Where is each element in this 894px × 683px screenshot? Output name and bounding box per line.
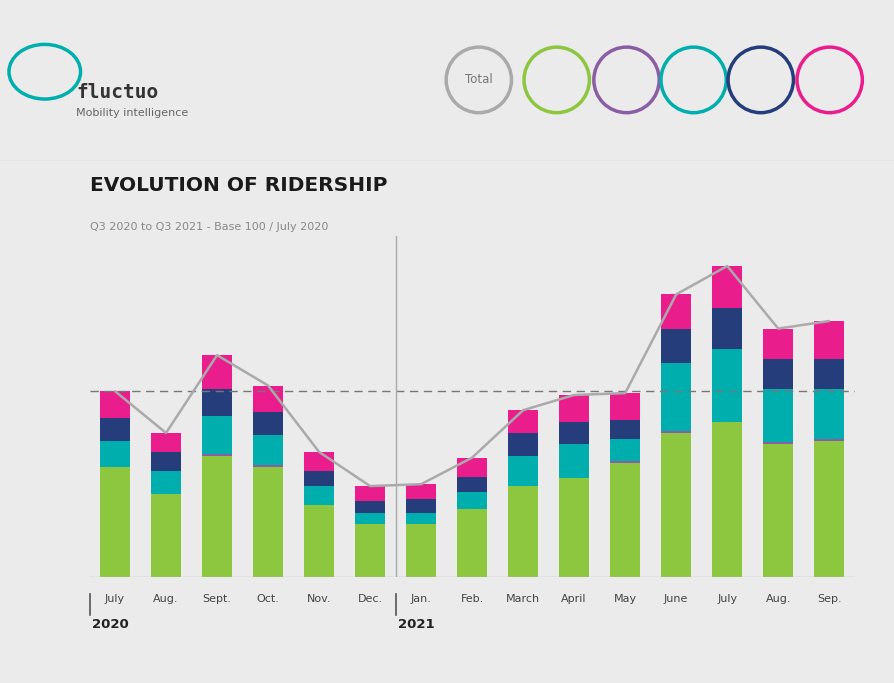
Bar (712, 421, 741, 577)
Text: Nov.: Nov. (307, 594, 331, 604)
Text: Total: Total (464, 73, 493, 87)
Bar (151, 471, 181, 494)
Text: Sept.: Sept. (202, 594, 232, 604)
Text: EVOLUTION OF RIDERSHIP: EVOLUTION OF RIDERSHIP (89, 176, 386, 195)
Text: July: July (105, 594, 125, 604)
Bar (457, 477, 486, 492)
Text: fluctuo: fluctuo (76, 83, 158, 102)
Bar (763, 359, 792, 389)
Bar (202, 389, 232, 416)
Bar (355, 524, 384, 577)
Bar (253, 467, 283, 577)
Bar (763, 329, 792, 359)
Bar (661, 329, 690, 363)
Text: July: July (716, 594, 737, 604)
Bar (508, 433, 537, 456)
Bar (610, 438, 639, 462)
Bar (304, 486, 333, 505)
Bar (814, 441, 843, 577)
Bar (814, 438, 843, 441)
Bar (508, 456, 537, 486)
Text: Mobility intelligence: Mobility intelligence (76, 108, 188, 117)
Bar (202, 454, 232, 456)
Bar (559, 445, 588, 479)
Bar (304, 452, 333, 471)
Text: Aug.: Aug. (153, 594, 179, 604)
Bar (814, 389, 843, 438)
Bar (406, 513, 435, 524)
Text: Oct.: Oct. (257, 594, 279, 604)
Bar (814, 321, 843, 359)
Text: April: April (561, 594, 586, 604)
Bar (406, 524, 435, 577)
Bar (457, 509, 486, 577)
Bar (610, 462, 639, 463)
Bar (253, 465, 283, 467)
Bar (100, 441, 130, 467)
Bar (202, 416, 232, 454)
Text: 2021: 2021 (398, 618, 434, 631)
Bar (610, 393, 639, 419)
Bar (661, 294, 690, 329)
Bar (100, 467, 130, 577)
Bar (508, 410, 537, 433)
Text: May: May (613, 594, 636, 604)
Bar (151, 452, 181, 471)
Bar (406, 499, 435, 513)
Text: 2020: 2020 (92, 618, 129, 631)
Text: Jan.: Jan. (410, 594, 431, 604)
Text: Dec.: Dec. (357, 594, 383, 604)
Bar (559, 395, 588, 421)
Bar (763, 445, 792, 577)
Bar (661, 431, 690, 433)
Bar (202, 456, 232, 577)
Text: Sep.: Sep. (816, 594, 840, 604)
Bar (355, 513, 384, 524)
Bar (814, 359, 843, 389)
Bar (253, 412, 283, 435)
Bar (100, 418, 130, 441)
Bar (559, 421, 588, 445)
Bar (457, 458, 486, 477)
Bar (355, 486, 384, 501)
Bar (253, 385, 283, 412)
Bar (100, 391, 130, 418)
Bar (508, 486, 537, 577)
Bar (151, 494, 181, 577)
Text: March: March (505, 594, 540, 604)
Bar (457, 492, 486, 509)
Bar (763, 389, 792, 443)
Text: Feb.: Feb. (460, 594, 483, 604)
Bar (610, 463, 639, 577)
Bar (355, 501, 384, 513)
Text: Q3 2020 to Q3 2021 - Base 100 / July 2020: Q3 2020 to Q3 2021 - Base 100 / July 202… (89, 222, 327, 232)
Bar (661, 363, 690, 431)
Bar (712, 350, 741, 421)
Bar (712, 308, 741, 350)
Bar (661, 433, 690, 577)
Bar (406, 484, 435, 499)
Bar (253, 435, 283, 465)
Bar (304, 505, 333, 577)
Bar (712, 266, 741, 308)
Bar (202, 355, 232, 389)
Bar (151, 433, 181, 452)
Bar (610, 419, 639, 438)
Bar (559, 479, 588, 577)
Bar (763, 443, 792, 445)
Text: Aug.: Aug. (764, 594, 790, 604)
Text: June: June (663, 594, 687, 604)
Bar (304, 471, 333, 486)
